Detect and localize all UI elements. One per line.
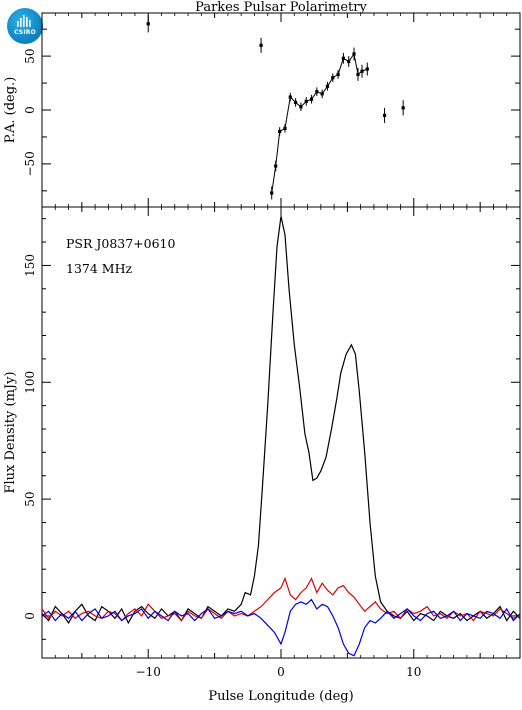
pa-y-axis-label: P.A. (deg.) [3, 77, 18, 144]
chart-title: Parkes Pulsar Polarimetry [195, 0, 367, 15]
flux-y-tick-label: 100 [23, 371, 37, 394]
pa-point [365, 67, 369, 71]
pa-y-tick-label: 0 [23, 106, 37, 114]
total-intensity-line [42, 216, 520, 625]
pa-point [382, 113, 387, 117]
csiro-logo-text: CSIRO [14, 29, 36, 36]
pa-point [299, 105, 303, 109]
pa-point [360, 69, 364, 73]
x-tick-label: −10 [136, 665, 161, 679]
pa-frame [41, 12, 521, 208]
pa-point [352, 52, 356, 56]
pa-point [325, 84, 330, 88]
pa-point [270, 191, 274, 195]
pa-point [259, 43, 263, 47]
flux-y-tick-label: 150 [23, 254, 37, 277]
pa-connecting-line [271, 52, 368, 194]
pa-point [356, 72, 360, 77]
pa-point [401, 106, 405, 110]
pa-point [315, 90, 319, 94]
pa-point [294, 100, 298, 105]
pa-point [146, 22, 150, 26]
pa-point [309, 97, 314, 101]
annotation-psr-name: PSR J0837+0610 [66, 236, 176, 251]
linear-polarization-line [42, 576, 520, 622]
pa-point [304, 99, 308, 103]
pa-point [347, 59, 351, 64]
pa-point [336, 72, 340, 77]
pa-y-tick-label: 50 [23, 48, 37, 63]
x-tick-label: 10 [406, 665, 421, 679]
pa-point [331, 76, 335, 80]
pa-point [288, 95, 292, 99]
csiro-logo: CSIRO [7, 8, 43, 44]
pa-point [341, 56, 346, 60]
pa-point [278, 129, 282, 134]
pa-y-tick-label: −50 [23, 151, 37, 176]
x-axis-label: Pulse Longitude (deg) [208, 689, 353, 704]
pa-point [320, 92, 324, 96]
flux-y-tick-label: 50 [23, 491, 37, 506]
annotation-frequency: 1374 MHz [66, 261, 132, 276]
x-tick-label: 0 [277, 665, 285, 679]
flux-y-tick-label: 0 [23, 612, 37, 620]
csiro-logo-icon [17, 15, 31, 27]
flux-y-axis-label: Flux Density (mJy) [3, 371, 18, 493]
pa-point [283, 126, 287, 130]
pa-panel: Parkes Pulsar Polarimetry −50 0 50 P.A. (deg… [3, 0, 521, 208]
circular-polarization-line [42, 598, 520, 657]
pa-point [274, 164, 278, 168]
